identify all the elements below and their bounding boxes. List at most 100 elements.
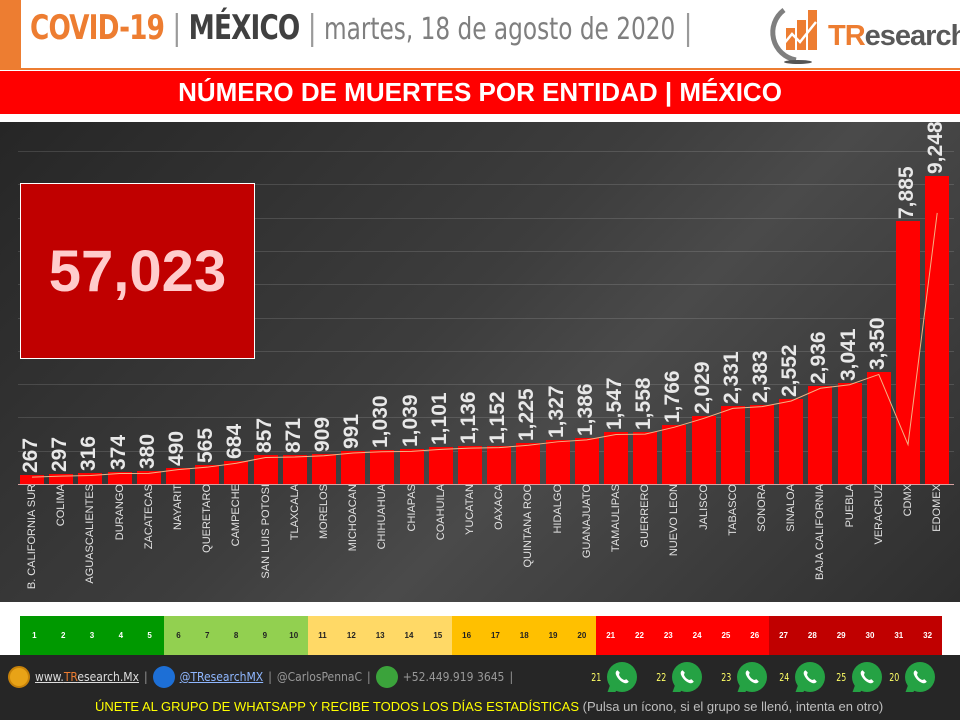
whatsapp-icon[interactable] — [851, 662, 882, 692]
gridline — [18, 284, 954, 286]
rank-cell: 18 — [509, 616, 539, 655]
whatsapp-icon[interactable] — [904, 662, 935, 692]
trend-line — [31, 212, 938, 478]
logo-text: TResearch — [828, 20, 960, 52]
gridline — [18, 250, 954, 252]
phone-number: +52.449.919 3645 — [402, 670, 505, 684]
rank-cell: 4 — [106, 616, 136, 655]
rank-cell: 20 — [567, 616, 597, 655]
chart-title-banner: NÚMERO DE MUERTES POR ENTIDAD | MÉXICO — [0, 71, 960, 114]
whatsapp-group-button[interactable]: 22 — [655, 662, 702, 692]
divider — [0, 68, 960, 70]
whatsapp-icon[interactable] — [671, 662, 702, 692]
bar — [458, 446, 482, 484]
bar — [866, 372, 891, 484]
whatsapp-group-button[interactable]: 20 — [888, 662, 935, 692]
bar — [574, 437, 599, 484]
rank-cell: 19 — [538, 616, 568, 655]
rank-cell: 25 — [711, 616, 741, 655]
bar — [78, 473, 103, 484]
rank-cell: 12 — [336, 616, 366, 655]
bar-chart: 57,023 267 B. CALIFORNIA SUR 297 COLIMA 316 A… — [0, 121, 960, 602]
gridline — [18, 350, 954, 352]
bar — [282, 454, 307, 484]
rank-cell: 2 — [48, 616, 78, 655]
whatsapp-group-number: 24 — [779, 670, 790, 684]
rank-cell: 31 — [884, 616, 914, 655]
whatsapp-icon[interactable] — [736, 662, 767, 692]
whatsapp-group-number: 21 — [591, 670, 602, 684]
rank-cell: 16 — [452, 616, 481, 655]
bar — [516, 443, 541, 484]
bar — [195, 465, 220, 484]
whatsapp-icon[interactable] — [794, 662, 825, 692]
globe-icon — [8, 666, 30, 688]
bar — [633, 432, 658, 484]
bar — [166, 467, 190, 484]
whatsapp-group-button[interactable]: 25 — [835, 662, 882, 692]
bar — [224, 461, 249, 484]
bar — [399, 449, 424, 484]
bar — [837, 382, 862, 484]
rank-cell: 6 — [164, 616, 193, 655]
footer: www.TResearch.Mx | @TResearchMX | @Carlo… — [0, 655, 960, 720]
title-separator: | — [307, 8, 317, 48]
rank-cell: 27 — [769, 616, 798, 655]
separator: | — [144, 670, 148, 684]
website-link[interactable]: www.TResearch.Mx — [35, 670, 140, 684]
bar — [545, 439, 570, 484]
rank-cell: 21 — [596, 616, 626, 655]
bar — [896, 221, 920, 484]
contact-links: www.TResearch.Mx | @TResearchMX | @Carlo… — [8, 666, 513, 688]
rank-cell: 14 — [394, 616, 424, 655]
gridline — [18, 417, 954, 419]
gridline — [18, 151, 954, 152]
title-covid: COVID-19 — [30, 8, 165, 48]
bar — [750, 404, 774, 484]
rank-cell: 17 — [481, 616, 510, 655]
rank-cell: 23 — [653, 616, 683, 655]
whatsapp-group-number: 23 — [721, 670, 732, 684]
join-hint: (Pulsa un ícono, si el grupo se llenó, i… — [582, 699, 884, 714]
author-handle: @CarlosPennaC — [276, 670, 363, 684]
bar — [428, 447, 453, 484]
bar — [370, 449, 395, 484]
whatsapp-group-button[interactable]: 23 — [720, 662, 767, 692]
bar — [20, 475, 44, 484]
rank-cell: 28 — [797, 616, 827, 655]
header: COVID-19 | MÉXICO | martes, 18 de agosto… — [0, 0, 960, 68]
rank-cell: 26 — [740, 616, 770, 655]
rank-cell: 32 — [913, 616, 942, 655]
rank-cell: 15 — [423, 616, 453, 655]
bar — [808, 386, 833, 484]
bar — [136, 471, 161, 484]
rank-cell: 8 — [221, 616, 251, 655]
bar — [925, 176, 950, 484]
bar — [312, 453, 336, 484]
title-separator: | — [172, 8, 181, 48]
join-text: ÚNETE AL GRUPO DE WHATSAPP Y RECIBE TODO… — [95, 699, 580, 714]
rank-cell: 11 — [308, 616, 337, 655]
whatsapp-group-button[interactable]: 24 — [778, 662, 825, 692]
whatsapp-group-number: 22 — [656, 670, 667, 684]
gridline — [18, 450, 954, 452]
phone-icon — [375, 666, 398, 688]
accent-bar — [0, 0, 21, 68]
bar — [720, 406, 745, 484]
whatsapp-group-button[interactable]: 21 — [590, 662, 637, 692]
title-country: MÉXICO — [188, 8, 301, 48]
total-deaths-badge: 57,023 — [20, 183, 255, 359]
rank-cell: 22 — [625, 616, 654, 655]
rank-cell: 7 — [192, 616, 222, 655]
twitter-link[interactable]: @TResearchMX — [179, 670, 264, 684]
rank-cell: 3 — [77, 616, 107, 655]
bar — [662, 425, 687, 484]
join-message: ÚNETE AL GRUPO DE WHATSAPP Y RECIBE TODO… — [95, 699, 883, 714]
page-title: COVID-19 | MÉXICO | martes, 18 de agosto… — [30, 8, 692, 48]
gridline — [18, 184, 954, 186]
whatsapp-icon[interactable] — [606, 662, 637, 692]
bar — [107, 471, 132, 484]
bar — [691, 416, 716, 484]
bar — [341, 450, 366, 484]
separator: | — [268, 670, 272, 684]
